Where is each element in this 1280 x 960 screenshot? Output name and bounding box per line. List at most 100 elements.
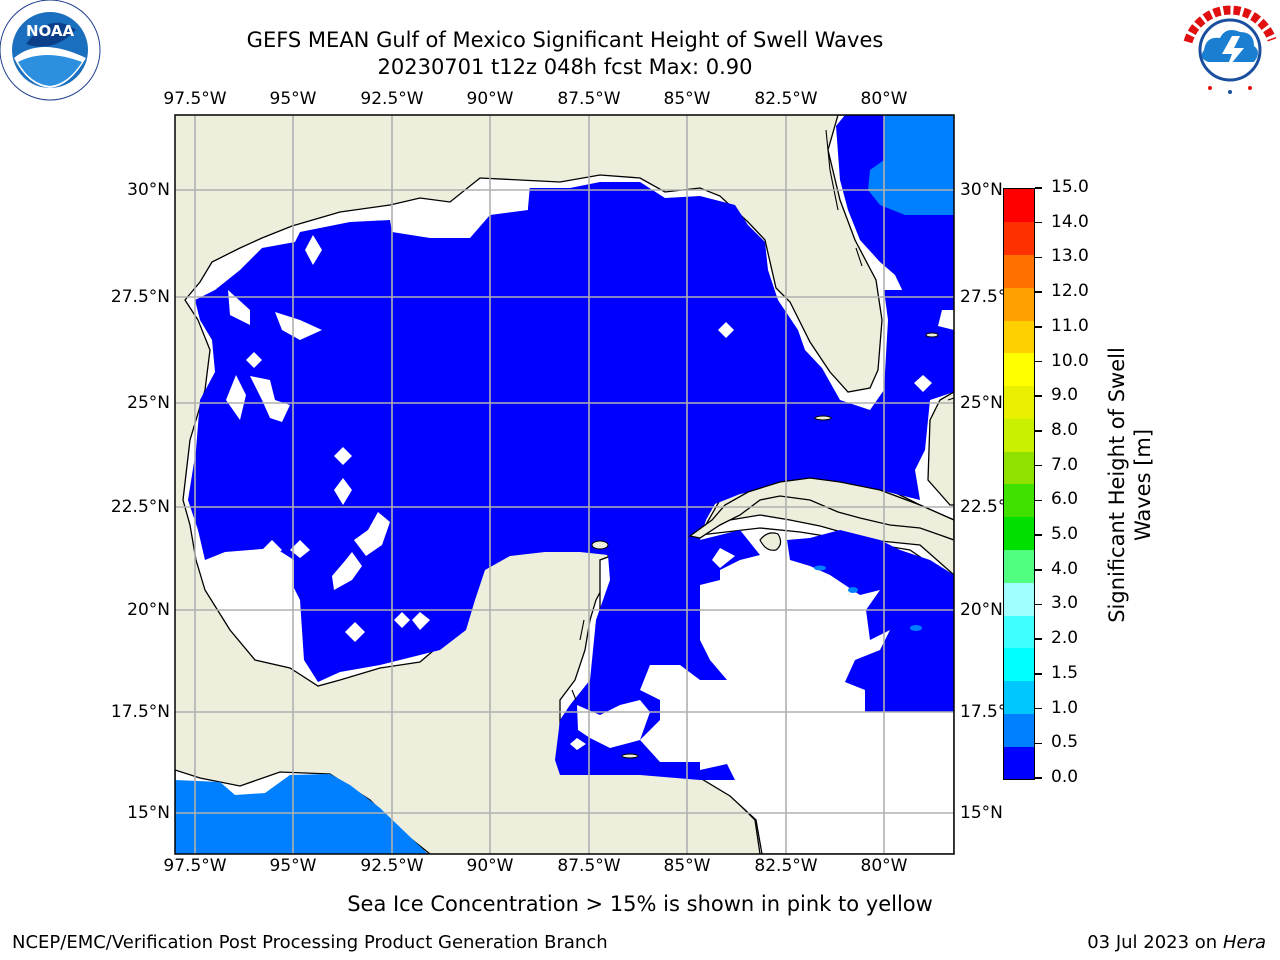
colorbar-segment bbox=[1004, 680, 1034, 714]
colorbar-segment bbox=[1004, 254, 1034, 288]
cuba-island bbox=[688, 477, 954, 541]
chart-title: GEFS MEAN Gulf of Mexico Significant Hei… bbox=[246, 28, 884, 52]
colorbar-tick-mark bbox=[1035, 603, 1042, 606]
colorbar-tick-label: 15.0 bbox=[1051, 177, 1089, 197]
colorbar-tick-label: 6.0 bbox=[1051, 489, 1079, 510]
lon-label: 92.5°W bbox=[360, 856, 424, 876]
colorbar-tick-mark bbox=[1035, 742, 1042, 745]
colorbar-tick-mark bbox=[1035, 187, 1042, 189]
colorbar-tick-mark bbox=[1035, 569, 1042, 571]
colorbar-segment bbox=[1004, 352, 1034, 387]
swell-lightblue-spots bbox=[814, 565, 922, 631]
swell-blue-gulf bbox=[188, 182, 954, 780]
lat-label: 22.5°N bbox=[110, 497, 170, 517]
lat-label: 25°N bbox=[127, 393, 170, 413]
colorbar-tick-label: 13.0 bbox=[1051, 246, 1089, 267]
colorbar-tick-label: 12.0 bbox=[1051, 281, 1089, 302]
lat-label: 30°N bbox=[960, 180, 1003, 200]
colorbar-tick-mark bbox=[1035, 534, 1042, 536]
lat-label: 30°N bbox=[127, 180, 170, 200]
footer-date: 03 Jul 2023 on Hera bbox=[1087, 932, 1266, 953]
colorbar-tick-label: 3.0 bbox=[1051, 593, 1079, 614]
colorbar-tick-label: 1.0 bbox=[1051, 697, 1079, 718]
footer-branch: NCEP/EMC/Verification Post Processing Pr… bbox=[12, 932, 608, 953]
lon-label: 85°W bbox=[663, 89, 711, 109]
colorbar-tick-label: 10.0 bbox=[1051, 350, 1089, 371]
colorbar-segment bbox=[1004, 320, 1034, 354]
colorbar-segment bbox=[1004, 287, 1034, 321]
colorbar-segment bbox=[1004, 615, 1034, 649]
colorbar-tick-mark bbox=[1035, 291, 1042, 293]
sea-ice-note: Sea Ice Concentration > 15% is shown in … bbox=[347, 892, 933, 916]
colorbar-tick-mark bbox=[1035, 777, 1042, 779]
colorbar-tick-label: 1.5 bbox=[1051, 662, 1079, 683]
colorbar-tick-mark bbox=[1035, 326, 1042, 328]
colorbar-label-line2: Waves [m] bbox=[1131, 428, 1155, 542]
colorbar-segment bbox=[1004, 451, 1034, 485]
lat-label: 17.5°N bbox=[110, 702, 170, 722]
lat-label: 20°N bbox=[127, 600, 170, 620]
footer-host: Hera bbox=[1222, 932, 1266, 953]
islands bbox=[591, 332, 939, 759]
lon-label: 82.5°W bbox=[754, 89, 818, 109]
colorbar-segment bbox=[1004, 582, 1034, 616]
colorbar-tick-mark bbox=[1035, 221, 1042, 224]
graticule bbox=[175, 115, 954, 854]
colorbar-segment bbox=[1004, 713, 1034, 747]
lon-label: 90°W bbox=[466, 89, 514, 109]
colorbar-tick-mark bbox=[1035, 360, 1042, 363]
lon-label: 92.5°W bbox=[360, 89, 424, 109]
colorbar-tick-label: 11.0 bbox=[1051, 315, 1089, 336]
colorbar-tick-label: 8.0 bbox=[1051, 419, 1079, 440]
colorbar-tick-mark bbox=[1035, 430, 1042, 432]
colorbar-tick-label: 4.0 bbox=[1051, 558, 1079, 579]
colorbar-tick-label: 0.0 bbox=[1051, 767, 1079, 787]
lon-label: 82.5°W bbox=[754, 856, 818, 876]
lon-label: 80°W bbox=[860, 89, 908, 109]
colorbar-tick-mark bbox=[1035, 673, 1042, 675]
colorbar-segment bbox=[1004, 385, 1034, 419]
colorbar-tick-mark bbox=[1035, 395, 1042, 397]
colorbar-tick-mark bbox=[1035, 499, 1042, 502]
lat-label: 27.5°N bbox=[110, 287, 170, 307]
colorbar-tick-label: 7.0 bbox=[1051, 454, 1079, 475]
lon-label: 95°W bbox=[269, 856, 317, 876]
lon-label: 97.5°W bbox=[163, 89, 227, 109]
lat-label: 15°N bbox=[127, 803, 170, 823]
colorbar-segment bbox=[1004, 549, 1034, 583]
lon-label: 80°W bbox=[860, 856, 908, 876]
lon-label: 85°W bbox=[663, 856, 711, 876]
lat-label: 25°N bbox=[960, 393, 1003, 413]
colorbar-segment bbox=[1004, 647, 1034, 682]
swell-lightblue-pacific bbox=[175, 774, 428, 854]
colorbar-tick-mark bbox=[1035, 707, 1042, 710]
coast-details bbox=[571, 129, 954, 701]
colorbar-tick-label: 5.0 bbox=[1051, 524, 1079, 545]
colorbar-tick-label: 9.0 bbox=[1051, 385, 1079, 406]
lon-label: 95°W bbox=[269, 89, 317, 109]
colorbar-label-line1: Significant Height of Swell bbox=[1105, 347, 1129, 623]
colorbar-segment bbox=[1004, 189, 1034, 223]
lon-label: 87.5°W bbox=[557, 856, 621, 876]
isla-juventud bbox=[759, 532, 782, 551]
colorbar-tick-label: 2.0 bbox=[1051, 628, 1079, 649]
colorbar-tick-mark bbox=[1035, 256, 1042, 259]
colorbar bbox=[1003, 188, 1035, 780]
footer-date-text: 03 Jul 2023 on bbox=[1087, 932, 1223, 953]
map-frame bbox=[174, 114, 955, 855]
swell-blue-caribbean bbox=[787, 530, 954, 712]
lon-label: 97.5°W bbox=[163, 856, 227, 876]
colorbar-label: Significant Height of Swell Waves [m] bbox=[1104, 347, 1156, 623]
lat-label: 15°N bbox=[960, 803, 1003, 823]
chart-subtitle: 20230701 t12z 048h fcst Max: 0.90 bbox=[377, 55, 753, 79]
lon-label: 90°W bbox=[466, 856, 514, 876]
colorbar-segment bbox=[1004, 746, 1034, 780]
colorbar-tick-mark bbox=[1035, 638, 1042, 640]
colorbar-segment bbox=[1004, 484, 1034, 518]
lon-label: 87.5°W bbox=[557, 89, 621, 109]
colorbar-segment bbox=[1004, 221, 1034, 256]
lat-label: 20°N bbox=[960, 600, 1003, 620]
colorbar-tick-label: 0.5 bbox=[1051, 732, 1079, 753]
colorbar-segment bbox=[1004, 516, 1034, 551]
